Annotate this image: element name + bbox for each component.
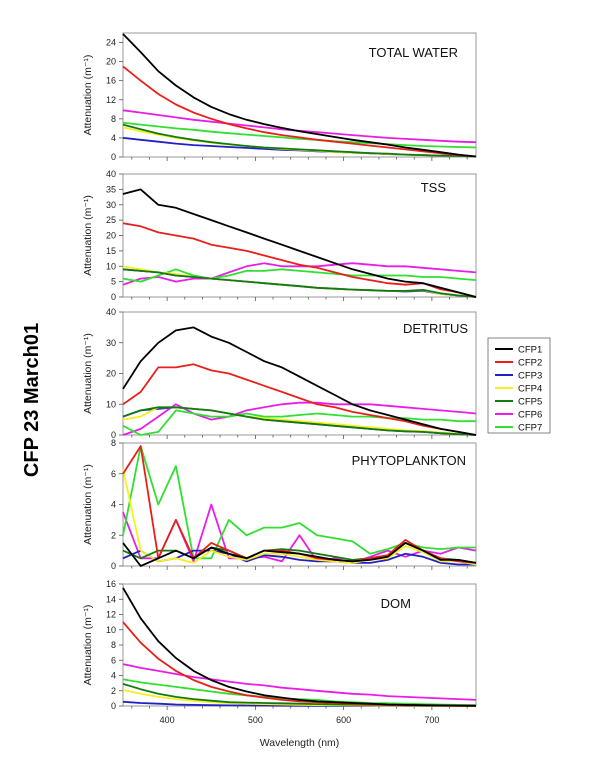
panel-title: TSS	[421, 180, 447, 195]
legend-label: CFP4	[518, 384, 542, 395]
y-axis-label: Attenuation (m⁻¹)	[82, 195, 94, 276]
series-line-cfp2	[122, 222, 477, 298]
y-tick-label: 0	[111, 701, 116, 711]
series-line-cfp6	[122, 663, 477, 701]
series-line-cfp1	[122, 326, 477, 436]
y-tick-label: 4	[111, 133, 116, 143]
y-tick-label: 16	[106, 76, 116, 86]
series-line-cfp2	[122, 65, 477, 158]
x-axis-label: Wavelength (nm)	[260, 737, 340, 749]
panel-dom: 0 2 4 6 8 10 12 14 16 400 500 600 700 DOM Attenuation …	[82, 579, 477, 749]
series-line-cfp5	[122, 406, 477, 436]
y-tick-label: 5	[111, 277, 116, 287]
x-tick-label: 500	[248, 715, 263, 725]
y-tick-label: 40	[106, 169, 116, 179]
panel-title: TOTAL WATER	[369, 45, 458, 60]
panel-title: DOM	[381, 596, 411, 611]
series-line-cfp1	[122, 587, 477, 707]
y-tick-label: 12	[106, 610, 116, 620]
y-tick-label: 2	[111, 686, 116, 696]
legend-item-cfp1: CFP1	[495, 345, 542, 356]
legend-label: CFP1	[518, 345, 542, 356]
legend-item-cfp4: CFP4	[495, 384, 542, 395]
legend-item-cfp2: CFP2	[495, 358, 542, 369]
figure-title: CFP 23 March01	[21, 323, 43, 477]
panel-total-water: 0 4 8 12 16 20 24 TOTAL WATER Attenuation (m⁻¹)	[82, 32, 477, 162]
y-tick-label: 8	[111, 438, 116, 448]
legend-label: CFP3	[518, 371, 542, 382]
y-tick-label: 20	[106, 57, 116, 67]
series-line-cfp7	[122, 121, 477, 149]
panel-tss: 0 5 10 15 20 25 30 35 40 TSS Attenuation (m⁻¹)	[82, 169, 477, 302]
panel-phytoplankton: 0 2 4 6 8 PHYTOPLANKTON Attenuation (m⁻¹)	[82, 438, 477, 571]
y-axis-label: Attenuation (m⁻¹)	[82, 605, 94, 686]
y-tick-label: 8	[111, 114, 116, 124]
legend-item-cfp3: CFP3	[495, 371, 542, 382]
y-tick-label: 2	[111, 530, 116, 540]
series-line-cfp7	[122, 409, 476, 436]
series-line-cfp7	[122, 445, 476, 560]
plot-frame	[122, 583, 477, 707]
y-axis-label: Attenuation (m⁻¹)	[82, 333, 94, 414]
legend-label: CFP6	[518, 410, 542, 421]
y-tick-label: 12	[106, 95, 116, 105]
series-line-cfp7	[122, 268, 477, 283]
series-line-cfp2	[122, 363, 477, 436]
y-axis-label: Attenuation (m⁻¹)	[82, 464, 94, 545]
y-tick-label: 15	[106, 246, 116, 256]
y-tick-label: 16	[106, 579, 116, 589]
y-axis-label: Attenuation (m⁻¹)	[82, 55, 94, 136]
y-tick-label: 40	[106, 307, 116, 317]
legend-item-cfp5: CFP5	[495, 397, 542, 408]
panel-title: DETRITUS	[403, 321, 468, 336]
y-tick-label: 0	[111, 292, 116, 302]
plot-frame	[122, 32, 477, 158]
y-tick-label: 4	[111, 671, 116, 681]
series-line-cfp1	[122, 33, 477, 158]
y-tick-label: 30	[106, 200, 116, 210]
series-line-cfp3	[122, 549, 476, 566]
series-line-cfp4	[122, 468, 477, 566]
legend-item-cfp7: CFP7	[495, 423, 542, 434]
y-tick-label: 35	[106, 184, 116, 194]
y-tick-label: 20	[106, 369, 116, 379]
series-line-cfp1	[122, 188, 477, 298]
legend-item-cfp6: CFP6	[495, 410, 542, 421]
series-line-cfp5	[122, 123, 477, 158]
y-tick-label: 24	[106, 38, 116, 48]
panel-title: PHYTOPLANKTON	[352, 453, 466, 468]
x-tick-label: 600	[336, 715, 351, 725]
y-tick-label: 6	[111, 655, 116, 665]
legend-label: CFP2	[518, 358, 542, 369]
series-line-cfp1	[122, 542, 477, 567]
y-tick-label: 20	[106, 231, 116, 241]
y-tick-label: 6	[111, 469, 116, 479]
series-line-cfp5	[122, 268, 477, 298]
legend: CFP1 CFP2 CFP3 CFP4 CFP5 CFP6 CFP7	[487, 337, 551, 434]
legend-label: CFP5	[518, 397, 542, 408]
y-tick-label: 10	[106, 261, 116, 271]
x-tick-label: 700	[424, 715, 439, 725]
legend-box	[487, 337, 551, 434]
x-tick-label: 400	[160, 715, 175, 725]
legend-label: CFP7	[518, 423, 542, 434]
y-tick-label: 10	[106, 399, 116, 409]
series-line-cfp6	[122, 262, 477, 286]
y-tick-label: 30	[106, 338, 116, 348]
y-tick-label: 14	[106, 594, 116, 604]
y-tick-label: 10	[106, 625, 116, 635]
y-tick-label: 25	[106, 215, 116, 225]
y-tick-label: 0	[111, 430, 116, 440]
y-tick-label: 8	[111, 640, 116, 650]
y-tick-label: 4	[111, 500, 116, 510]
y-tick-label: 0	[111, 152, 116, 162]
y-tick-label: 0	[111, 561, 116, 571]
panel-detritus: 0 10 20 30 40 DETRITUS Attenuation (m⁻¹)	[82, 307, 477, 440]
